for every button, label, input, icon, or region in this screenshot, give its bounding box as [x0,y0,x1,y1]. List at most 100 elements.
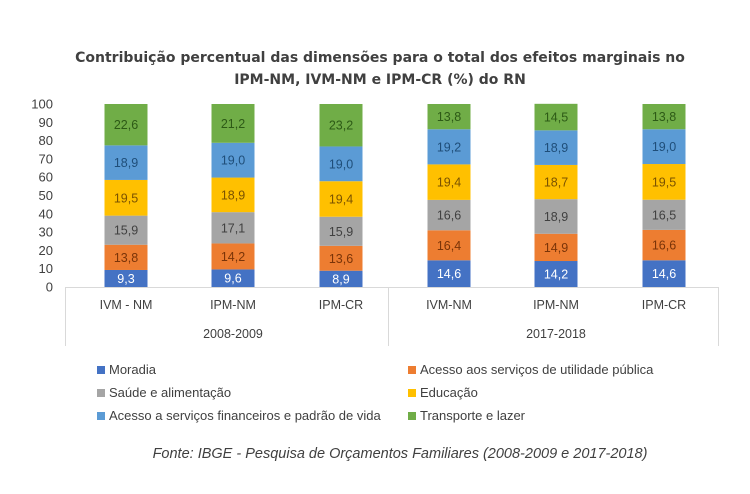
legend-item: Acesso aos serviços de utilidade pública [408,362,653,377]
y-tick-label: 70 [39,151,53,166]
bar-segment [427,260,471,287]
legend-item: Transporte e lazer [408,408,525,423]
bar-segment [427,230,471,261]
data-label: 14,9 [544,241,568,255]
data-label: 19,0 [652,140,676,154]
chart-title-line-1: Contribuição percentual das dimensões pa… [75,50,685,66]
data-label: 19,2 [437,140,461,154]
chart-title-line-2: IPM-NM, IVM-NM e IPM-CR (%) do RN [234,72,526,88]
x-axis: IVM - NM IPM-NM IPM-CR IVM-NM IPM-NM IPM-CR 20… [65,287,719,346]
bar-segment [104,104,148,146]
x-category-label: IVM-NM [426,298,472,312]
data-label: 19,0 [329,157,353,171]
bar-stack: 14,2 14,9 18,9 18,7 18,9 14,5 [534,103,578,287]
bar-segment [642,199,686,230]
bars: 9,3 13,8 15,9 19,5 18,9 22,6 9,6 14,2 17,1 18,9 19… [104,103,686,287]
legend-swatch-icon [97,365,105,374]
bar-segment [319,216,363,246]
bar-segment [534,233,578,262]
data-label: 19,0 [221,154,245,168]
x-category-label: IPM-NM [210,298,256,312]
y-tick-label: 10 [39,261,53,276]
bar-segment [104,269,148,287]
bar-segment [427,104,471,130]
data-label: 9,3 [117,272,134,286]
data-label: 18,7 [544,176,568,190]
bar-segment [534,199,578,234]
bar-segment [642,260,686,287]
x-category-label: IPM-CR [642,298,686,312]
data-label: 14,6 [437,267,461,281]
bar-segment [427,129,471,165]
legend-label: Transporte e lazer [420,408,526,423]
data-label: 18,9 [544,141,568,155]
y-tick-label: 50 [39,188,53,203]
y-tick-label: 100 [31,97,53,112]
y-tick-label: 90 [39,115,53,130]
y-tick-label: 60 [39,170,53,185]
data-label: 22,6 [114,118,138,132]
bar-stack: 14,6 16,6 16,5 19,5 19,0 13,8 [642,104,686,287]
data-label: 15,9 [114,224,138,238]
data-label: 13,8 [114,251,138,265]
bar-segment [319,146,363,182]
data-label: 16,5 [652,208,676,222]
data-label: 17,1 [221,221,245,235]
data-label: 23,2 [329,119,353,133]
bar-segment [534,103,578,131]
bar-stack: 9,6 14,2 17,1 18,9 19,0 21,2 [211,104,255,287]
data-label: 16,4 [437,239,461,253]
data-label: 19,4 [329,192,353,206]
y-axis: 0 10 20 30 40 50 60 70 80 90 100 [31,97,53,295]
legend-label: Moradia [109,362,156,377]
x-category-label: IVM - NM [100,298,153,312]
bar-segment [211,243,255,270]
legend-swatch-icon [97,388,105,397]
data-label: 18,9 [114,156,138,170]
bar-segment [104,179,148,216]
data-label: 21,2 [221,117,245,131]
data-label: 14,2 [544,268,568,282]
data-label: 14,5 [544,111,568,125]
bar-stack: 9,3 13,8 15,9 19,5 18,9 22,6 [104,104,148,287]
bar-segment [642,104,686,130]
data-label: 19,5 [652,175,676,189]
bar-stack: 8,9 13,6 15,9 19,4 19,0 23,2 [319,104,363,287]
legend-swatch-icon [97,411,105,420]
y-tick-label: 30 [39,225,53,240]
bar-segment [534,130,578,165]
legend-label: Acesso aos serviços de utilidade pública [420,362,654,377]
bar-segment [642,129,686,165]
bar-segment [104,215,148,245]
legend-item: Saúde e alimentação [97,385,231,400]
legend-swatch-icon [408,388,416,397]
bar-segment [319,245,363,271]
bar-segment [104,244,148,270]
data-label: 8,9 [332,272,349,286]
bar-segment [319,104,363,147]
x-group-label: 2017-2018 [526,327,586,341]
source-note: Fonte: IBGE - Pesquisa de Orçamentos Fam… [152,446,648,462]
data-label: 18,9 [221,188,245,202]
data-label: 14,2 [221,250,245,264]
data-label: 16,6 [437,209,461,223]
data-label: 13,8 [437,110,461,124]
y-tick-label: 0 [46,280,53,295]
legend-item: Moradia [97,362,156,377]
x-group-label: 2008-2009 [203,327,263,341]
data-label: 18,9 [544,210,568,224]
bar-segment [211,177,255,213]
legend-label: Acesso a serviços financeiros e padrão d… [109,408,381,423]
bar-stack: 14,6 16,4 16,6 19,4 19,2 13,8 [427,104,471,287]
legend-item: Educação [408,385,478,400]
data-label: 13,6 [329,252,353,266]
data-label: 13,8 [652,110,676,124]
data-label: 19,5 [114,191,138,205]
x-category-label: IPM-CR [319,298,363,312]
legend-label: Saúde e alimentação [109,385,232,400]
bar-segment [319,270,363,287]
legend-item: Acesso a serviços financeiros e padrão d… [97,408,381,423]
bar-segment [642,164,686,200]
y-tick-label: 80 [39,133,53,148]
